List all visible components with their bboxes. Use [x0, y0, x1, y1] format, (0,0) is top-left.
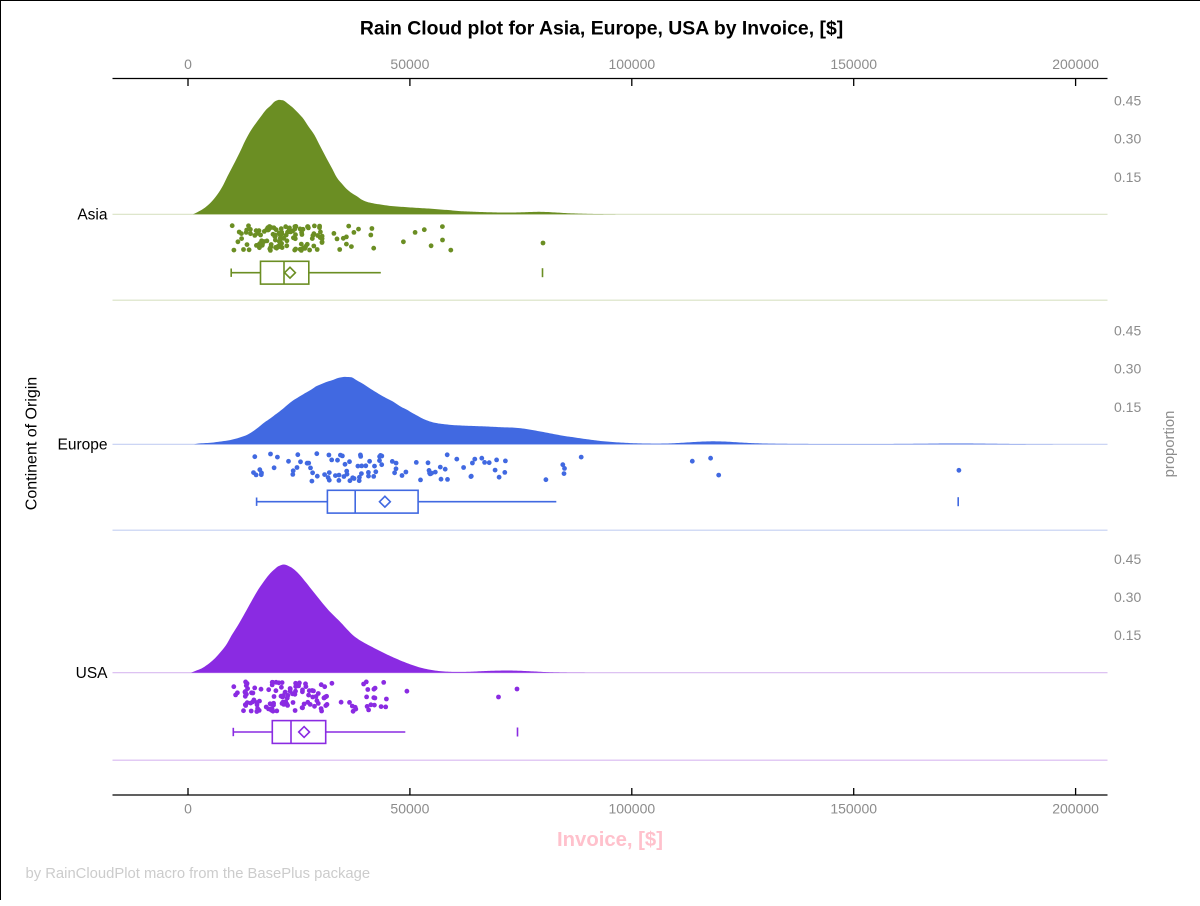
svg-text:200000: 200000: [1052, 801, 1099, 817]
svg-text:50000: 50000: [390, 801, 429, 817]
svg-text:0: 0: [184, 56, 192, 72]
svg-text:Europe: Europe: [58, 437, 108, 454]
svg-text:150000: 150000: [830, 801, 877, 817]
svg-text:USA: USA: [76, 665, 109, 682]
svg-text:0.30: 0.30: [1114, 589, 1141, 605]
svg-text:0.45: 0.45: [1114, 551, 1141, 567]
svg-text:0: 0: [184, 801, 192, 817]
svg-text:0.45: 0.45: [1114, 92, 1141, 108]
svg-text:proportion: proportion: [1162, 411, 1178, 478]
svg-text:Invoice, [$]: Invoice, [$]: [557, 829, 663, 851]
svg-text:by RainCloudPlot macro from th: by RainCloudPlot macro from the BasePlus…: [26, 866, 371, 882]
svg-text:150000: 150000: [830, 56, 877, 72]
svg-text:Continent of Origin: Continent of Origin: [24, 377, 41, 510]
svg-text:Asia: Asia: [77, 207, 108, 224]
svg-text:0.15: 0.15: [1114, 399, 1141, 415]
svg-text:Rain Cloud plot for Asia, Euro: Rain Cloud plot for Asia, Europe, USA by…: [360, 18, 843, 40]
svg-text:0.15: 0.15: [1114, 169, 1141, 185]
svg-text:100000: 100000: [608, 801, 655, 817]
svg-text:100000: 100000: [608, 56, 655, 72]
svg-text:0.30: 0.30: [1114, 361, 1141, 377]
svg-text:200000: 200000: [1052, 56, 1099, 72]
svg-text:0.45: 0.45: [1114, 322, 1141, 338]
svg-text:50000: 50000: [390, 56, 429, 72]
svg-text:0.15: 0.15: [1114, 627, 1141, 643]
svg-text:0.30: 0.30: [1114, 131, 1141, 147]
